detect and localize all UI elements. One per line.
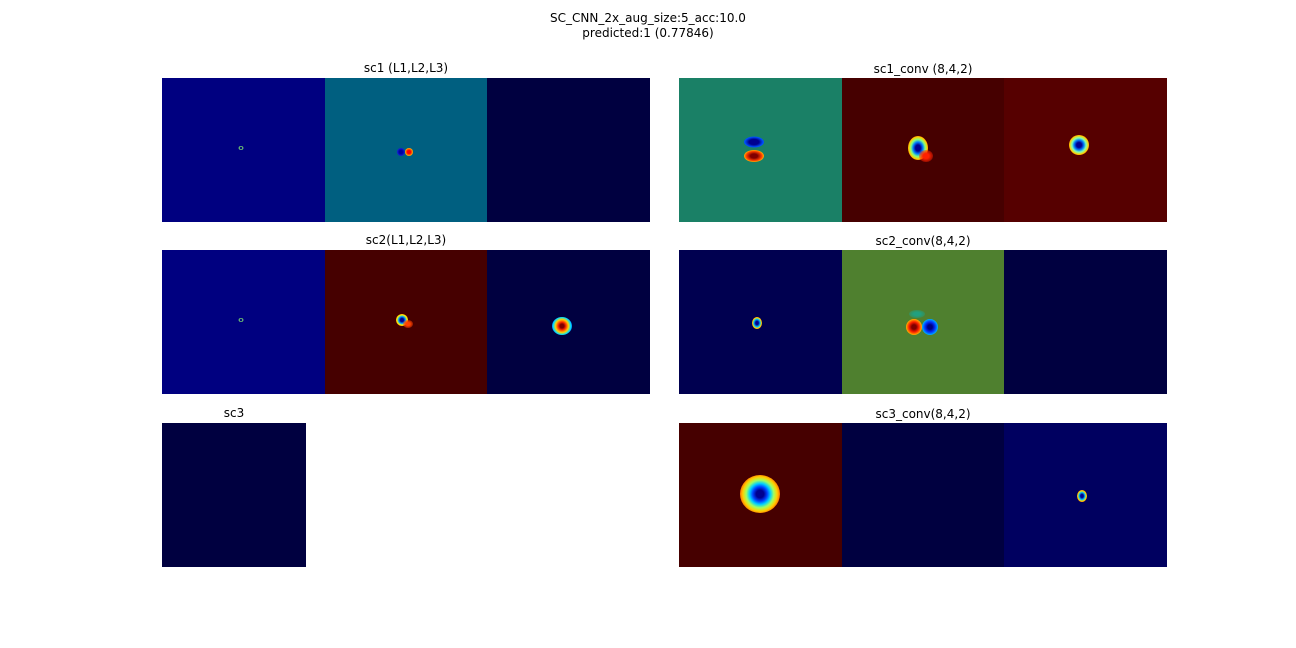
heatmap-tile [162, 78, 325, 222]
heatmap-feature [238, 318, 244, 322]
heatmap-feature [752, 317, 762, 329]
heatmap-feature [740, 475, 780, 513]
panel-sc2-conv [679, 250, 1167, 394]
heatmap-feature [744, 150, 764, 162]
heatmap-feature [552, 317, 572, 335]
heatmap-tile [1004, 78, 1167, 222]
panel-title-sc3: sc3 [223, 406, 245, 420]
heatmap-feature [922, 319, 938, 335]
panel-sc3-conv [679, 423, 1167, 567]
heatmap-tile [842, 423, 1004, 567]
panel-title-sc1: sc1 (L1,L2,L3) [363, 61, 449, 75]
heatmap-feature [906, 319, 922, 335]
heatmap-tile [1004, 250, 1167, 394]
heatmap-tile [487, 78, 650, 222]
figure-title-line1: SC_CNN_2x_aug_size:5_acc:10.0 [550, 11, 746, 25]
heatmap-feature [403, 320, 413, 328]
panel-sc3 [162, 423, 306, 567]
panel-title-sc2: sc2(L1,L2,L3) [365, 233, 447, 247]
heatmap-feature [1077, 490, 1087, 502]
panel-sc1-conv [679, 78, 1167, 222]
heatmap-tile [679, 423, 842, 567]
heatmap-tile [1004, 423, 1167, 567]
heatmap-tile [162, 423, 306, 567]
heatmap-feature [1069, 135, 1089, 155]
heatmap-tile [325, 78, 487, 222]
panel-sc1 [162, 78, 650, 222]
heatmap-tile [679, 250, 842, 394]
heatmap-tile [679, 78, 842, 222]
heatmap-tile [842, 250, 1004, 394]
panel-title-sc1-conv: sc1_conv (8,4,2) [873, 62, 973, 76]
panel-title-sc2-conv: sc2_conv(8,4,2) [875, 234, 971, 248]
figure-title: SC_CNN_2x_aug_size:5_acc:10.0 predicted:… [0, 11, 1296, 41]
heatmap-tile [325, 250, 487, 394]
heatmap-feature [919, 150, 933, 162]
heatmap-feature [397, 148, 405, 156]
heatmap-feature [909, 310, 925, 318]
heatmap-tile [842, 78, 1004, 222]
figure-title-line2: predicted:1 (0.77846) [582, 26, 714, 40]
heatmap-feature [238, 146, 244, 150]
heatmap-feature [744, 136, 764, 148]
panel-title-sc3-conv: sc3_conv(8,4,2) [875, 407, 971, 421]
heatmap-tile [487, 250, 650, 394]
heatmap-feature [405, 148, 413, 156]
panel-sc2 [162, 250, 650, 394]
heatmap-tile [162, 250, 325, 394]
